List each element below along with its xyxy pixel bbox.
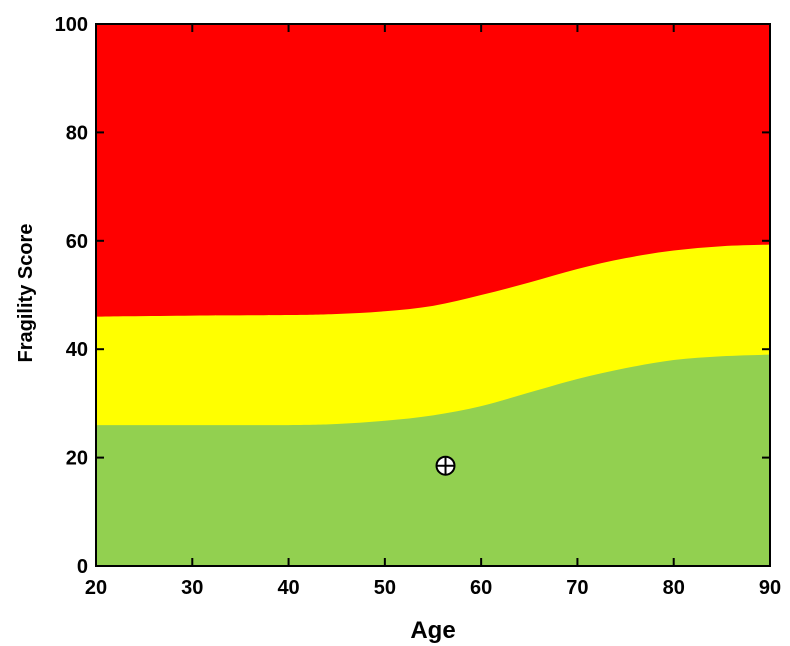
x-tick-label: 30	[181, 577, 203, 599]
y-tick-label: 100	[55, 14, 88, 36]
y-tick-label: 60	[66, 231, 88, 253]
y-tick-label: 40	[66, 339, 88, 361]
y-tick-label: 20	[66, 448, 88, 470]
x-tick-label: 40	[277, 577, 299, 599]
x-tick-label: 90	[759, 577, 781, 599]
x-tick-label: 60	[470, 577, 492, 599]
x-tick-label: 50	[374, 577, 396, 599]
x-tick-label: 80	[663, 577, 685, 599]
y-axis: 0 20 40 60 80 100	[55, 14, 770, 578]
y-tick-label: 0	[77, 556, 88, 578]
x-axis-title: Age	[410, 617, 455, 644]
patient-marker	[435, 455, 456, 476]
green-zone-band	[96, 354, 770, 566]
x-axis: 20 30 40 50 60 70 80 90	[85, 24, 781, 599]
x-tick-label: 70	[566, 577, 588, 599]
y-tick-label: 80	[66, 122, 88, 144]
plot-frame	[95, 23, 771, 567]
x-tick-label: 20	[85, 577, 107, 599]
y-axis-title: Fragility Score	[15, 224, 37, 363]
risk-bands	[96, 24, 770, 566]
